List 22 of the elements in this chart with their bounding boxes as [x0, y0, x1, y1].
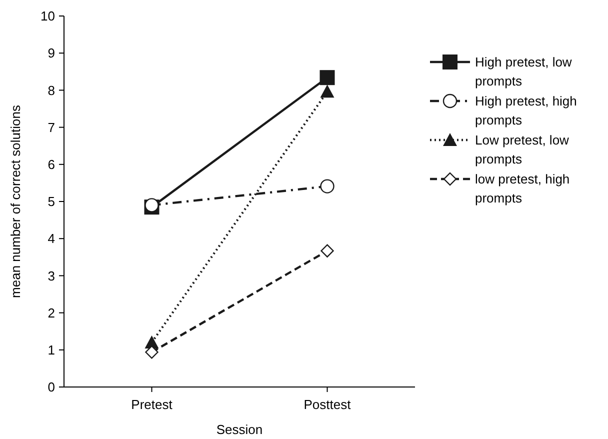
x-tick-label: Pretest [131, 397, 173, 412]
y-tick-label: 7 [48, 120, 55, 135]
y-tick-label: 0 [48, 380, 55, 395]
x-axis-title: Session [216, 422, 263, 437]
point [320, 70, 335, 86]
point [320, 244, 334, 258]
y-tick-label: 10 [40, 8, 55, 24]
y-tick-label: 2 [48, 305, 55, 320]
y-tick-label: 1 [48, 342, 55, 358]
y-tick-label: 3 [48, 268, 55, 284]
y-tick-label: 4 [48, 231, 55, 246]
y-tick-label: 6 [48, 156, 55, 172]
legend-label: low pretest, high prompts [475, 172, 570, 206]
point [145, 346, 158, 359]
legend-label: High pretest, low prompts [475, 54, 572, 89]
legend-label: High pretest, high prompts [475, 94, 577, 128]
x-tick-label: Posttest [304, 397, 352, 412]
y-tick-label: 9 [48, 46, 55, 61]
y-tick-label: 8 [48, 82, 55, 98]
y-tick-label: 5 [48, 194, 55, 210]
y-axis-title: mean number of correct solutions [8, 104, 23, 298]
point [320, 179, 334, 194]
